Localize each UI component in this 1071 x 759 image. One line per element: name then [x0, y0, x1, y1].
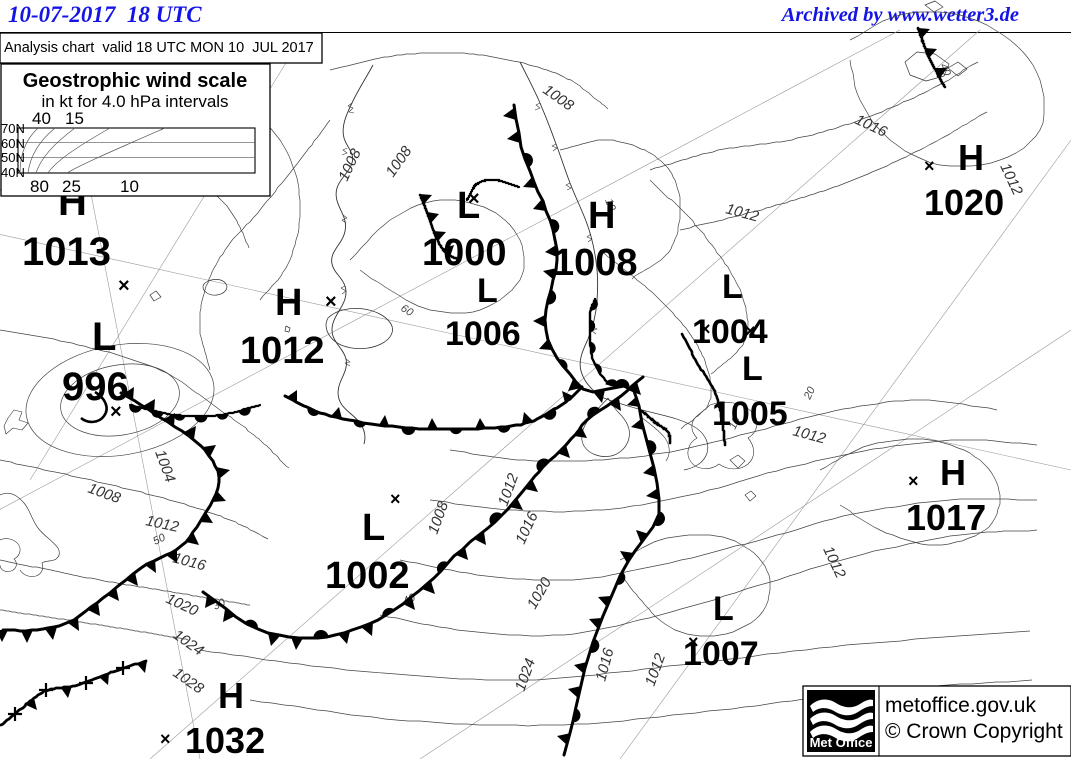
svg-text:80: 80 — [30, 177, 49, 196]
svg-text:1012: 1012 — [819, 544, 849, 582]
svg-text:H: H — [588, 195, 615, 237]
svg-text:60N: 60N — [1, 136, 25, 151]
svg-text:1013: 1013 — [22, 230, 111, 274]
svg-text:Analysis chart valid 18 UTC M: Analysis chart valid 18 UTC MON 10 JUL 2… — [4, 40, 314, 56]
svg-text:×: × — [390, 489, 401, 509]
svg-text:10: 10 — [120, 177, 139, 196]
svg-text:×: × — [908, 471, 919, 491]
svg-text:H: H — [275, 282, 302, 324]
svg-text:1012: 1012 — [240, 330, 325, 372]
svg-text:1008: 1008 — [335, 146, 365, 184]
svg-text:1032: 1032 — [185, 720, 265, 759]
svg-text:metoffice.gov.uk: metoffice.gov.uk — [885, 694, 1036, 717]
svg-text:L: L — [362, 507, 385, 549]
svg-text:L: L — [742, 350, 763, 388]
svg-text:1012: 1012 — [724, 200, 761, 225]
svg-text:1008: 1008 — [382, 143, 415, 181]
svg-text:20: 20 — [801, 384, 818, 402]
svg-text:60: 60 — [398, 302, 415, 319]
svg-text:H: H — [940, 452, 966, 493]
svg-text:15: 15 — [65, 109, 84, 128]
svg-text:70N: 70N — [1, 121, 25, 136]
svg-text:×: × — [468, 188, 480, 210]
svg-text:1012: 1012 — [144, 512, 181, 536]
svg-text:© Crown Copyright: © Crown Copyright — [885, 720, 1063, 743]
svg-text:×: × — [110, 401, 122, 423]
svg-text:1024: 1024 — [512, 656, 539, 693]
svg-text:×: × — [160, 729, 171, 749]
svg-text:1008: 1008 — [540, 81, 578, 114]
svg-text:1016: 1016 — [512, 509, 542, 547]
svg-text:Geostrophic wind scale: Geostrophic wind scale — [23, 70, 248, 92]
svg-text:L: L — [477, 272, 498, 310]
svg-text:1004: 1004 — [151, 448, 178, 485]
svg-text:1006: 1006 — [445, 315, 521, 353]
svg-text:1000: 1000 — [422, 232, 507, 274]
svg-text:1005: 1005 — [712, 395, 788, 433]
svg-text:×: × — [118, 275, 130, 297]
svg-text:40N: 40N — [1, 165, 25, 180]
svg-text:L: L — [713, 590, 734, 628]
svg-text:1012: 1012 — [791, 422, 828, 447]
svg-text:50: 50 — [151, 531, 168, 547]
svg-text:1020: 1020 — [924, 182, 1004, 223]
svg-text:H: H — [958, 137, 984, 178]
svg-text:L: L — [92, 315, 116, 359]
svg-text:1012: 1012 — [642, 651, 670, 689]
svg-text:1008: 1008 — [86, 480, 124, 508]
svg-text:L: L — [722, 268, 743, 306]
svg-text:Met Office: Met Office — [810, 735, 873, 750]
svg-text:×: × — [745, 321, 756, 341]
svg-text:1017: 1017 — [906, 497, 986, 538]
svg-text:1008: 1008 — [425, 499, 453, 537]
svg-text:1024: 1024 — [170, 626, 207, 659]
svg-text:×: × — [700, 319, 711, 339]
svg-text:1028: 1028 — [170, 664, 208, 697]
svg-text:25: 25 — [62, 177, 81, 196]
svg-text:H: H — [218, 675, 244, 716]
svg-text:1020: 1020 — [163, 590, 201, 620]
svg-text:1002: 1002 — [325, 555, 410, 597]
svg-text:×: × — [924, 156, 935, 176]
svg-text:×: × — [688, 632, 699, 652]
svg-text:1008: 1008 — [553, 242, 638, 284]
svg-text:40: 40 — [32, 109, 51, 128]
svg-text:×: × — [325, 291, 337, 313]
